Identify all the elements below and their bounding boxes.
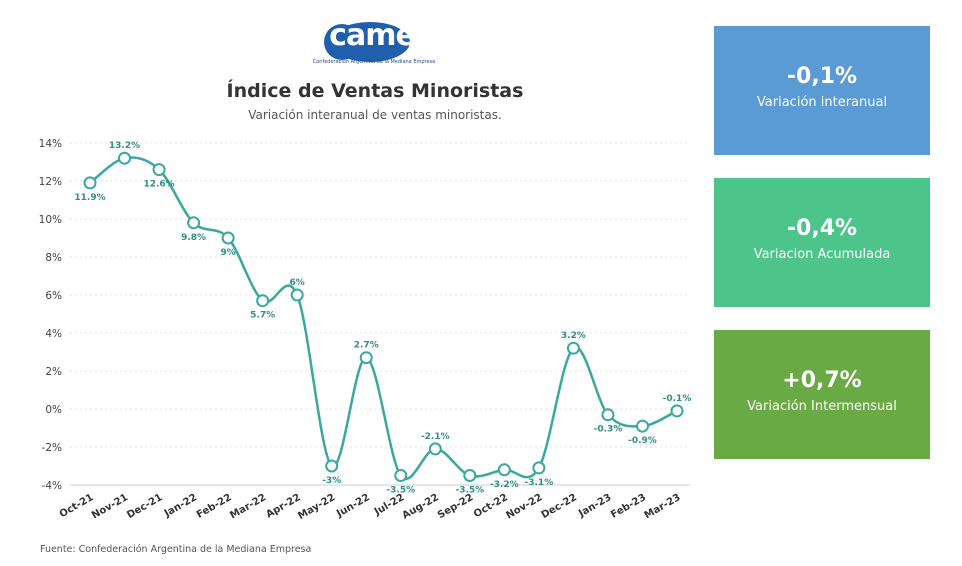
x-tick-label: Dec-22 (540, 492, 579, 521)
y-tick-label: -4% (42, 480, 62, 492)
y-tick-label: 6% (45, 290, 62, 302)
x-axis-ticks: Oct-21Nov-21Dec-21Jan-22Feb-22Mar-22Apr-… (58, 492, 683, 522)
y-tick-label: 0% (45, 404, 62, 416)
x-tick-label: Dec-21 (125, 492, 164, 521)
data-label: 9% (220, 248, 235, 258)
kpi-card-intermensual: +0,7% Variación Intermensual (714, 330, 930, 459)
data-label: 6% (290, 278, 305, 288)
data-label: -0.3% (594, 425, 623, 435)
kpi-label: Variación Intermensual (747, 399, 897, 414)
y-tick-label: 8% (45, 252, 62, 264)
x-tick-label: Apr-22 (264, 492, 302, 520)
y-axis-ticks: 14% 12% 10% 8% 6% 4% 2% 0% -2% -4% (39, 138, 62, 492)
kpi-card-interanual: -0,1% Variación interanual (714, 26, 930, 155)
x-tick-label: Jun-22 (334, 492, 372, 520)
x-tick-label: Jan-22 (162, 492, 199, 520)
chart-title: Índice de Ventas Minoristas (226, 80, 524, 102)
data-point (152, 163, 166, 177)
data-point (670, 404, 684, 418)
x-tick-label: Nov-22 (504, 492, 544, 521)
logo-text: came (329, 18, 416, 53)
data-point (428, 442, 442, 456)
data-point (463, 469, 477, 482)
y-tick-label: 12% (39, 176, 62, 188)
x-tick-label: Nov-21 (90, 492, 130, 521)
data-label: 9.8% (181, 233, 206, 243)
data-point (601, 408, 615, 422)
line-chart: 14%12%10%8%6%4%2%0%-2%-4% Oct-21Nov-21De… (39, 138, 692, 522)
data-label: -3.1% (525, 478, 554, 488)
kpi-label: Variación interanual (756, 95, 888, 110)
source-note: Fuente: Confederación Argentina de la Me… (40, 544, 312, 555)
came-logo (324, 22, 410, 62)
y-tick-label: 10% (39, 214, 62, 226)
x-tick-label: May-22 (296, 492, 337, 522)
data-point (83, 176, 97, 190)
x-tick-label: Mar-22 (228, 492, 268, 521)
data-point (118, 151, 132, 165)
x-tick-label: Jan-23 (576, 492, 613, 520)
y-tick-label: -2% (42, 442, 62, 454)
kpi-value: +0,7% (782, 368, 862, 393)
data-point (359, 351, 373, 365)
y-tick-label: 2% (45, 366, 62, 378)
data-point (566, 341, 580, 355)
data-point (635, 419, 649, 433)
data-label: 12.6% (143, 180, 174, 190)
x-tick-label: Feb-23 (609, 492, 648, 521)
data-label: -3.5% (455, 486, 484, 496)
data-point (325, 459, 339, 473)
data-point (256, 294, 270, 308)
data-label: -3% (322, 476, 341, 486)
data-label: -0.9% (628, 436, 657, 446)
data-point (394, 469, 408, 482)
series-line (89, 156, 678, 480)
data-label: 2.7% (354, 341, 379, 351)
x-tick-label: Oct-22 (472, 492, 510, 520)
data-point (532, 461, 546, 475)
x-tick-label: Mar-23 (643, 492, 683, 521)
data-label: 3.2% (561, 331, 586, 341)
data-label: -0.1% (663, 394, 692, 404)
kpi-value: -0,4% (786, 216, 858, 241)
kpi-label: Variacion Acumulada (753, 247, 891, 262)
data-label: -3.2% (490, 480, 519, 490)
data-label: -3.5% (386, 486, 415, 496)
data-label: -2.1% (421, 432, 450, 442)
logo-subtitle: Confederación Argentina de la Mediana Em… (312, 59, 436, 65)
data-label: 13.2% (109, 141, 140, 151)
data-label: 5.7% (250, 311, 275, 321)
kpi-value: -0,1% (786, 64, 858, 89)
y-tick-label: 4% (45, 328, 62, 340)
chart-subtitle: Variación interanual de ventas minorista… (248, 108, 502, 122)
gridlines (70, 142, 690, 486)
data-label: 11.9% (74, 193, 105, 203)
x-tick-label: Oct-21 (58, 492, 96, 520)
data-point (497, 463, 511, 477)
kpi-card-acumulada: -0,4% Variacion Acumulada (714, 178, 930, 307)
data-points (83, 151, 684, 482)
data-point (187, 216, 201, 230)
x-tick-label: Feb-22 (195, 492, 234, 521)
data-point (221, 231, 235, 245)
data-point (290, 288, 304, 302)
x-tick-label: Sep-22 (436, 492, 475, 521)
y-tick-label: 14% (39, 138, 62, 150)
x-tick-label: Aug-22 (401, 492, 441, 522)
data-labels: 11.9%13.2%12.6%9.8%9%5.7%6%-3%2.7%-3.5%-… (74, 141, 691, 495)
